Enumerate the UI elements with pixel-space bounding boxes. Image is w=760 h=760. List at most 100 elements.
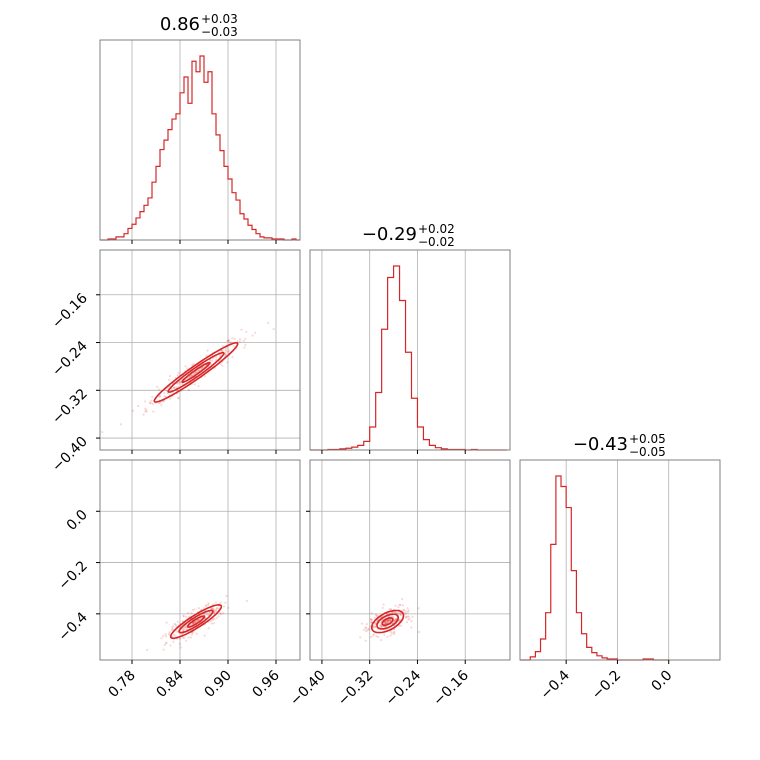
xtick-label-p0-0: 0.78 bbox=[105, 668, 138, 701]
sample-point bbox=[151, 402, 154, 406]
sample-point bbox=[152, 410, 155, 413]
xtick-label-p0-1: 0.84 bbox=[153, 667, 186, 700]
sample-point bbox=[399, 612, 402, 615]
sample-point bbox=[165, 641, 168, 644]
hist-panel-p0 bbox=[99, 39, 301, 244]
sample-point bbox=[365, 623, 368, 626]
sample-point bbox=[181, 383, 184, 386]
sample-point bbox=[386, 619, 389, 622]
sample-point bbox=[389, 630, 392, 634]
sample-point bbox=[219, 363, 222, 366]
sample-point bbox=[146, 648, 149, 652]
sample-point bbox=[215, 358, 218, 361]
sample-point bbox=[172, 386, 176, 390]
sample-point bbox=[369, 617, 372, 621]
sample-point bbox=[214, 601, 218, 604]
sample-point bbox=[225, 350, 228, 353]
sample-point bbox=[187, 636, 190, 639]
sample-point bbox=[272, 327, 275, 331]
sample-point bbox=[210, 622, 213, 625]
title-p2: −0.43 bbox=[573, 434, 628, 455]
sample-point bbox=[176, 374, 179, 377]
sample-point bbox=[224, 349, 227, 352]
sample-point bbox=[227, 339, 230, 342]
sample-point bbox=[119, 423, 122, 426]
contour-p0p1-0 bbox=[181, 361, 211, 384]
contour-fill-p0p2 bbox=[187, 616, 205, 628]
ytick-label-p1-2: −0.24 bbox=[49, 338, 91, 380]
sample-point bbox=[211, 360, 214, 363]
xtick-label-p2-1: −0.2 bbox=[589, 668, 624, 703]
title-p2-value: −0.43 bbox=[573, 434, 628, 455]
sample-point bbox=[157, 388, 161, 391]
frame-p2 bbox=[519, 459, 721, 661]
sample-point bbox=[207, 627, 210, 630]
hist-panel-p2 bbox=[519, 459, 721, 664]
sample-point bbox=[393, 619, 396, 622]
sample-point bbox=[383, 633, 386, 636]
sample-point bbox=[145, 410, 148, 413]
sample-point bbox=[173, 622, 176, 626]
sample-point bbox=[164, 635, 168, 638]
sample-point bbox=[149, 402, 152, 405]
sample-point bbox=[176, 620, 180, 623]
sample-point bbox=[407, 609, 410, 612]
frame-p0p1 bbox=[99, 249, 301, 451]
sample-point bbox=[215, 609, 218, 612]
sample-point bbox=[221, 364, 224, 367]
sample-point bbox=[401, 597, 404, 601]
ytick-label-p2-2: 0.0 bbox=[64, 507, 91, 534]
sample-point bbox=[240, 328, 243, 331]
sample-point bbox=[187, 389, 190, 392]
xtick-label-p2-0: −0.4 bbox=[538, 667, 573, 702]
sample-point bbox=[177, 396, 180, 399]
histogram-p1 bbox=[310, 265, 508, 451]
sample-point bbox=[172, 386, 176, 389]
sample-point bbox=[215, 355, 218, 359]
title-p0-minus: −0.03 bbox=[201, 25, 238, 39]
sample-point bbox=[373, 625, 377, 628]
sample-point bbox=[400, 624, 403, 627]
sample-point bbox=[163, 643, 166, 646]
sample-point bbox=[191, 364, 194, 367]
sample-point bbox=[404, 616, 408, 619]
sample-point bbox=[375, 635, 378, 638]
sample-point bbox=[373, 616, 376, 619]
sample-point bbox=[389, 619, 392, 622]
sample-point bbox=[162, 648, 165, 651]
sample-point bbox=[177, 382, 180, 385]
sample-point bbox=[380, 619, 384, 622]
sample-point bbox=[207, 602, 210, 605]
sample-point bbox=[212, 622, 215, 625]
sample-point bbox=[175, 630, 178, 633]
ytick-label-p1-1: −0.32 bbox=[49, 386, 91, 428]
sample-point bbox=[203, 375, 206, 378]
sample-point bbox=[377, 635, 380, 639]
sample-point bbox=[405, 621, 409, 624]
sample-point bbox=[101, 430, 104, 434]
sample-point bbox=[156, 385, 159, 389]
sample-point bbox=[417, 630, 421, 634]
sample-point bbox=[225, 594, 228, 598]
sample-point bbox=[176, 385, 179, 388]
sample-point bbox=[216, 606, 219, 610]
sample-point bbox=[370, 618, 373, 621]
sample-point bbox=[384, 622, 387, 625]
sample-point bbox=[374, 613, 377, 616]
sample-point bbox=[376, 619, 379, 622]
sample-point bbox=[163, 399, 166, 402]
sample-point bbox=[185, 615, 188, 618]
sample-point bbox=[191, 633, 194, 636]
sample-point bbox=[190, 374, 193, 377]
sample-point bbox=[165, 621, 168, 624]
sample-point bbox=[386, 620, 390, 623]
sample-point bbox=[366, 629, 369, 632]
sample-point bbox=[238, 338, 242, 341]
sample-point bbox=[224, 601, 227, 604]
sample-point bbox=[380, 626, 383, 629]
sample-point bbox=[242, 339, 245, 343]
sample-point bbox=[394, 617, 397, 621]
sample-point bbox=[174, 623, 177, 626]
frame-p0 bbox=[99, 39, 301, 241]
sample-point bbox=[244, 337, 247, 340]
